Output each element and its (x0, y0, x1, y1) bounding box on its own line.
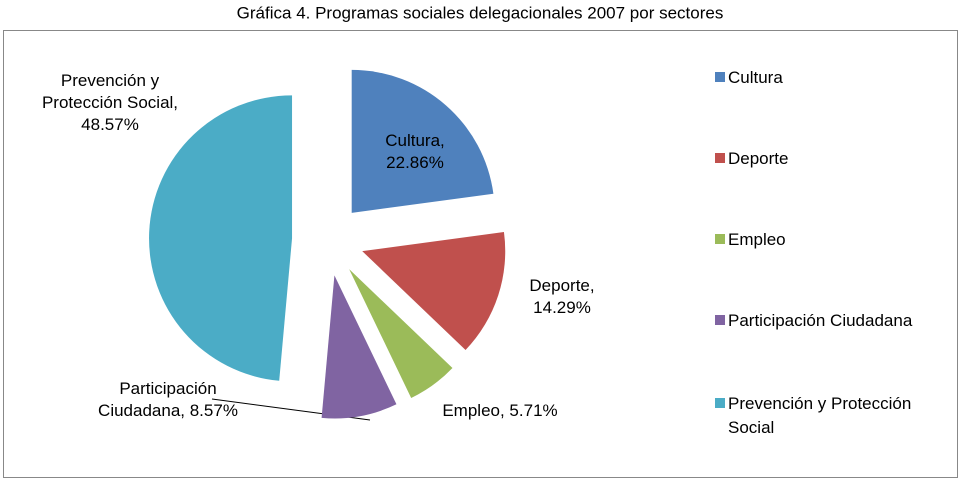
pie-slice (321, 275, 397, 419)
legend-label-box: Empleo (728, 230, 786, 249)
legend-swatch (715, 72, 725, 82)
data-label-box: Deporte, 14.29% (529, 276, 595, 317)
legend-swatch (715, 234, 725, 244)
legend-label: Empleo (728, 230, 786, 249)
legend-swatch (715, 153, 725, 163)
legend-swatch (715, 315, 725, 325)
legend-label-box: Participación Ciudadana (728, 311, 913, 330)
legend-label: Deporte (728, 149, 789, 168)
data-label-box: Prevención y Protección Social, 48.57% (41, 71, 179, 134)
pie-slice (362, 231, 506, 351)
pie-slice (351, 69, 494, 213)
data-label: Participación Ciudadana, 8.57% (98, 379, 238, 420)
legend-label: Cultura (728, 68, 783, 87)
legend-label: Participación Ciudadana (728, 311, 913, 330)
chart-title: Gráfica 4. Programas sociales delegacion… (237, 3, 724, 22)
legend-swatch (715, 398, 725, 408)
data-label-box: Empleo, 5.71% (442, 401, 558, 420)
legend-label-box: Cultura (728, 68, 783, 87)
legend-label-box: Prevención y Protección Social (728, 394, 912, 437)
data-label-box: Participación Ciudadana, 8.57% (98, 379, 238, 420)
legend-label-box: Deporte (728, 149, 789, 168)
data-label: Deporte, 14.29% (529, 276, 595, 317)
data-label-box: Cultura, 22.86% (385, 131, 445, 172)
data-label: Cultura, 22.86% (385, 131, 445, 172)
legend-label: Prevención y Protección Social (728, 394, 912, 437)
pie-slice (349, 269, 453, 398)
data-label: Prevención y Protección Social, 48.57% (41, 71, 179, 134)
pie-slice (149, 95, 293, 381)
data-label: Empleo, 5.71% (442, 401, 558, 420)
